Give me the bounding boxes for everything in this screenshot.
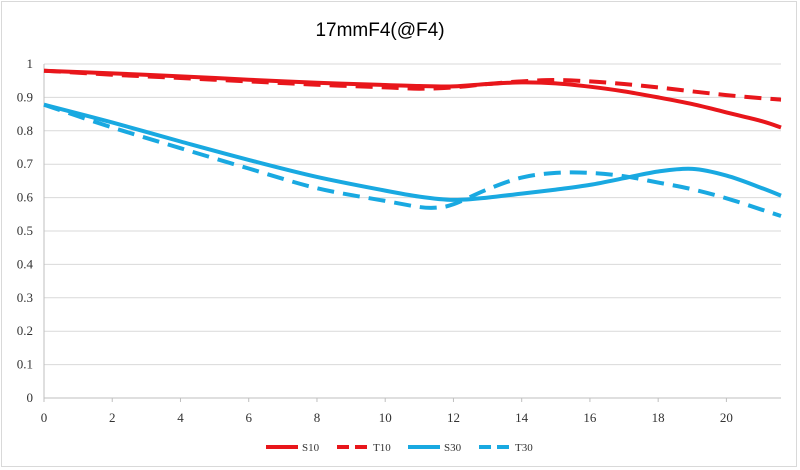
legend-label-s10: S10	[302, 442, 320, 454]
legend-label-s30: S30	[444, 442, 462, 454]
series-line-t30	[43, 102, 782, 218]
x-tick-label: 4	[177, 410, 184, 425]
y-tick-label: 0	[27, 390, 34, 405]
y-tick-label: 1	[27, 56, 34, 71]
y-tick-label: 0.6	[17, 190, 34, 205]
grid-layer	[44, 63, 781, 366]
y-tick-label: 0.1	[17, 357, 33, 372]
y-tick-labels: 0 0.1 0.2 0.3 0.4 0.5 0.6 0.7 0.8 0.9 1	[17, 56, 34, 405]
series-layer	[43, 68, 782, 218]
x-tick-label: 0	[41, 410, 48, 425]
series-line-t10	[43, 68, 782, 102]
x-tick-label: 12	[447, 410, 460, 425]
x-tick-label: 18	[652, 410, 665, 425]
x-tick-label: 20	[720, 410, 733, 425]
series-line-s10	[43, 68, 782, 130]
x-tick-labels: 0 2 4 6 8 10 12 14 16 18 20	[41, 410, 733, 425]
x-tick-label: 10	[379, 410, 392, 425]
y-tick-label: 0.8	[17, 123, 33, 138]
y-tick-label: 0.9	[17, 89, 33, 104]
axis-layer	[43, 64, 781, 402]
x-tick-label: 2	[109, 410, 116, 425]
y-tick-label: 0.2	[17, 323, 33, 338]
x-tick-label: 14	[515, 410, 529, 425]
y-tick-label: 0.5	[17, 223, 33, 238]
chart-title: 17mmF4(@F4)	[315, 20, 444, 41]
x-tick-label: 6	[245, 410, 252, 425]
y-tick-label: 0.7	[17, 156, 34, 171]
legend-label-t30: T30	[515, 442, 533, 454]
y-tick-label: 0.3	[17, 290, 33, 305]
x-tick-label: 8	[314, 410, 321, 425]
series-line-s30	[43, 102, 782, 202]
legend-label-t10: T10	[373, 442, 391, 454]
legend: S10 T10 S30 T30	[266, 442, 533, 454]
x-tick-label: 16	[583, 410, 597, 425]
y-tick-label: 0.4	[17, 256, 34, 271]
